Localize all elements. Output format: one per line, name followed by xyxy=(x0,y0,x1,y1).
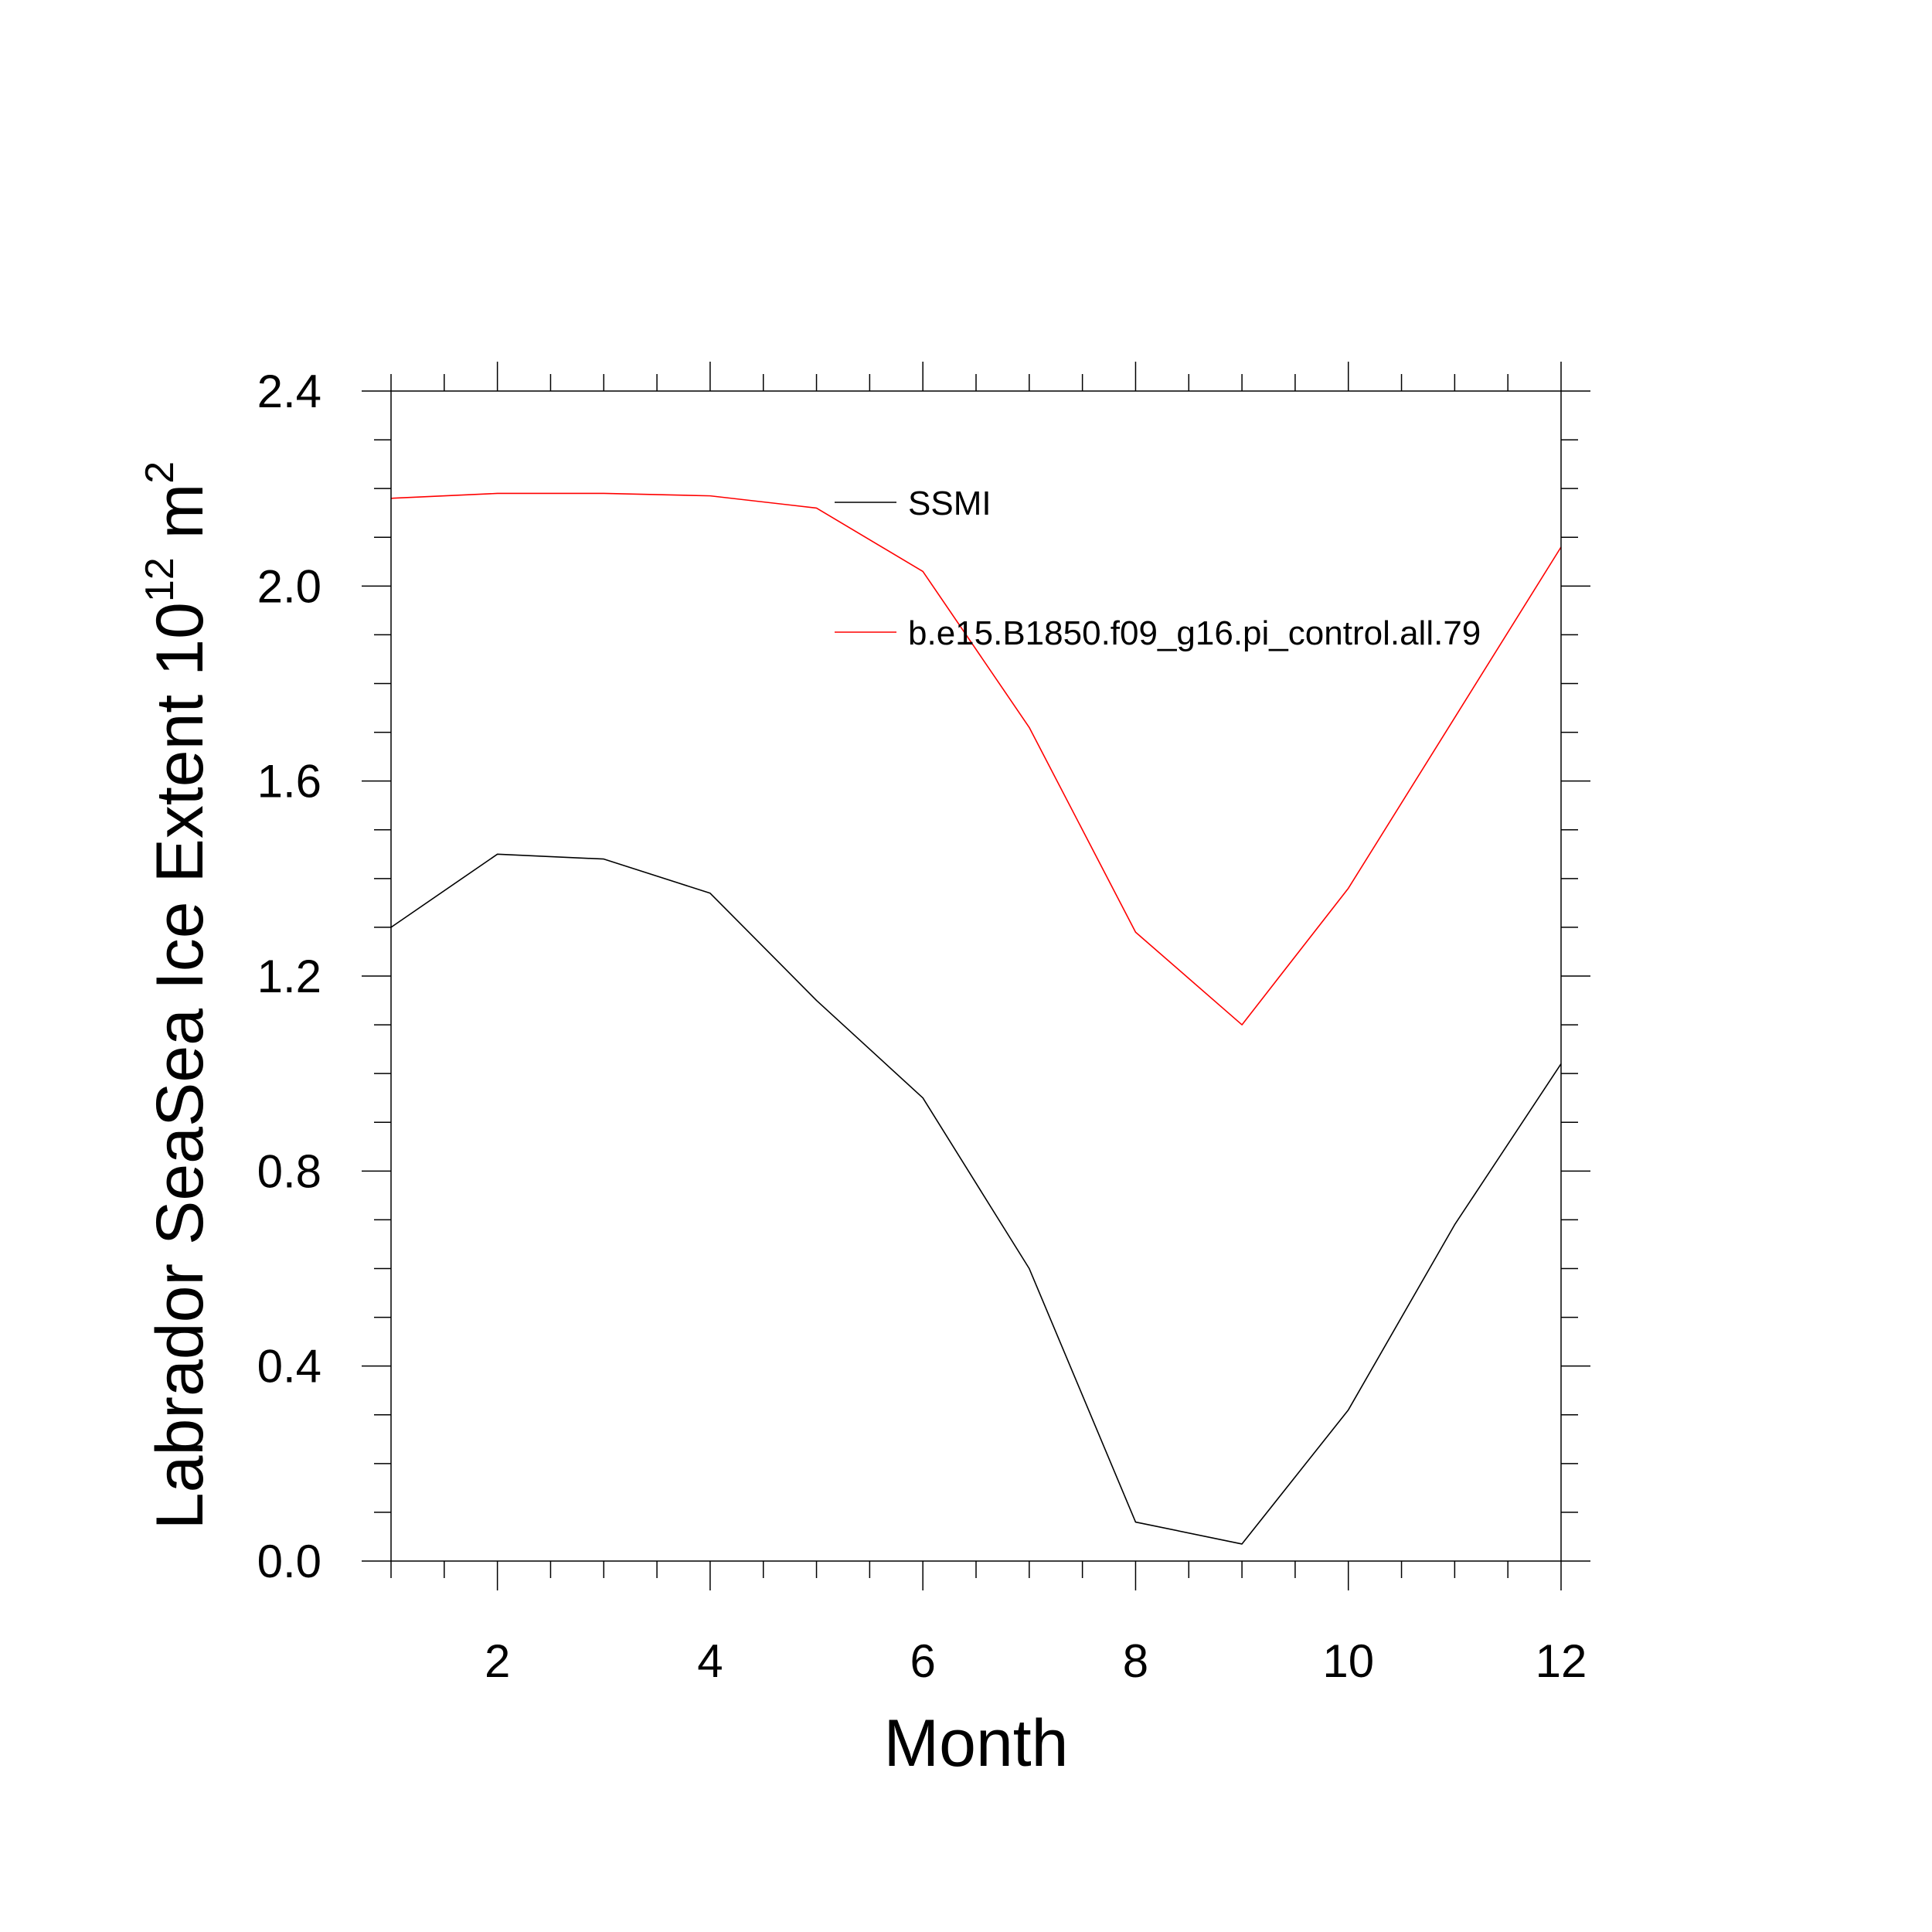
y-axis-title-exponent-1: 12 xyxy=(138,557,182,602)
y-axis-title-unit: m xyxy=(143,484,217,558)
y-tick-label: 1.2 xyxy=(257,951,321,1002)
y-tick-label: 0.8 xyxy=(257,1145,321,1197)
series-line-0 xyxy=(390,853,1562,1545)
x-tick-label: 2 xyxy=(485,1635,510,1687)
series-layer xyxy=(390,492,1562,1545)
y-tick-label: 0.0 xyxy=(257,1536,321,1587)
legend-label-model: b.e15.B1850.f09_g16.pi_control.all.79 xyxy=(908,614,1481,652)
y-tick-label: 2.4 xyxy=(257,366,321,417)
axis-ticks xyxy=(362,362,1590,1590)
x-tick-label: 12 xyxy=(1536,1635,1587,1687)
legend-label-ssmi: SSMI xyxy=(908,485,992,522)
x-tick-label: 10 xyxy=(1322,1635,1374,1687)
x-tick-label: 6 xyxy=(910,1635,935,1687)
series-line-1 xyxy=(390,492,1562,1026)
y-tick-label: 0.4 xyxy=(257,1341,321,1393)
x-axis-title: Month xyxy=(883,1706,1068,1781)
legend-entry-ssmi: SSMI xyxy=(835,485,992,522)
x-tick-label: 4 xyxy=(697,1635,723,1687)
x-tick-labels: 2 4 6 8 10 12 xyxy=(485,1635,1587,1687)
x-tick-label: 8 xyxy=(1123,1635,1148,1687)
y-tick-labels: 0.0 0.4 0.8 1.2 1.6 2.0 2.4 xyxy=(257,366,321,1587)
y-axis-title-text: Labrador SeaSea Ice Extent 10 xyxy=(143,602,217,1529)
y-tick-label: 2.0 xyxy=(257,560,321,612)
y-axis-title-exponent-2: 2 xyxy=(138,461,182,484)
legend-entry-model: b.e15.B1850.f09_g16.pi_control.all.79 xyxy=(835,614,1481,652)
plot-frame xyxy=(390,390,1562,1562)
legend: SSMI b.e15.B1850.f09_g16.pi_control.all.… xyxy=(835,485,1481,652)
y-axis-title: Labrador SeaSea Ice Extent 1012 m2 xyxy=(138,461,217,1529)
y-tick-label: 1.6 xyxy=(257,756,321,808)
